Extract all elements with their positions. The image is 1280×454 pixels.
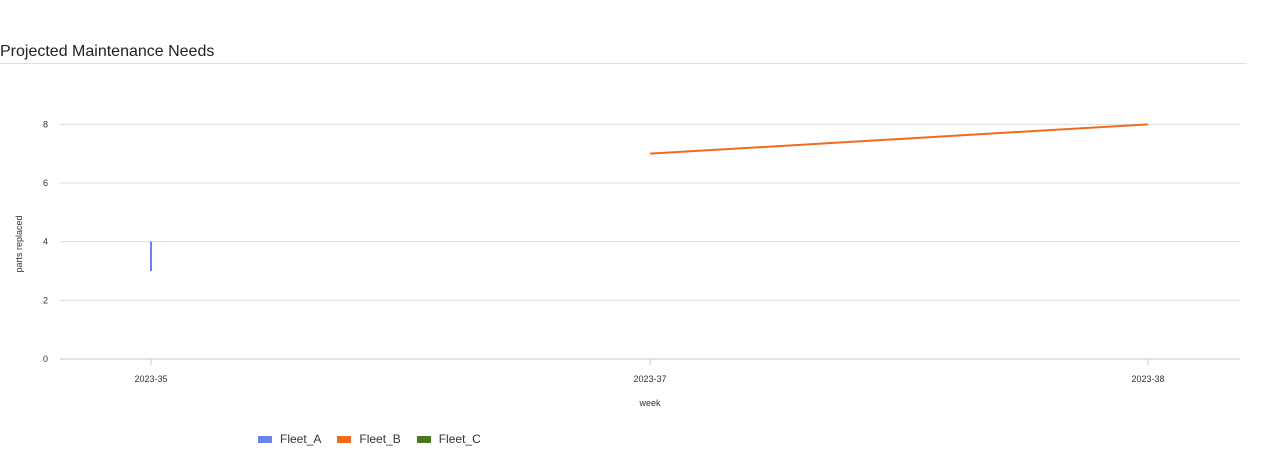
y-tick-label: 2 [43,295,48,305]
legend-item-fleet-a[interactable]: Fleet_A [258,432,321,446]
x-axis-label: week [638,398,661,408]
y-tick-label: 4 [43,237,48,247]
title-divider [0,63,1247,64]
legend-label-fleet-b: Fleet_B [359,432,401,446]
legend-swatch-fleet-a [258,435,272,443]
x-tick-label: 2023-38 [1131,374,1164,384]
legend-item-fleet-b[interactable]: Fleet_B [337,432,401,446]
chart-title: Projected Maintenance Needs [0,43,215,60]
legend-label-fleet-a: Fleet_A [280,432,322,446]
x-tick-label: 2023-37 [633,374,666,384]
y-tick-label: 6 [43,178,48,188]
chart-legend: Fleet_A Fleet_B Fleet_C [258,432,481,446]
legend-swatch-fleet-b [337,435,352,443]
y-tick-label: 8 [43,119,48,129]
legend-item-fleet-c[interactable]: Fleet_C [416,432,481,446]
y-axis-label: parts replaced [14,215,24,272]
y-tick-label: 0 [43,354,48,364]
series-line-fleet-b [649,123,1149,155]
legend-swatch-fleet-c [416,435,431,443]
x-tick-label: 2023-35 [134,374,167,384]
legend-label-fleet-c: Fleet_C [438,432,481,446]
